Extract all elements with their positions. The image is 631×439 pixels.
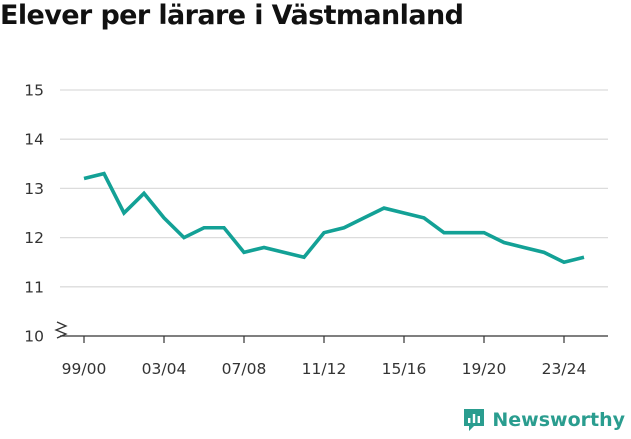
x-tick-label: 07/08 — [222, 360, 267, 378]
y-tick-label: 10 — [24, 328, 44, 346]
x-tick-label: 99/00 — [62, 360, 107, 378]
x-tick-label: 23/24 — [542, 360, 587, 378]
x-tick-label: 15/16 — [382, 360, 427, 378]
brand-name: Newsworthy — [492, 409, 625, 431]
y-tick-label: 11 — [24, 278, 44, 296]
y-tick-label: 13 — [24, 180, 44, 198]
axis-break-mark — [54, 321, 68, 339]
series-line — [83, 171, 585, 265]
x-tick-label: 11/12 — [302, 360, 347, 378]
chart-title: Elever per lärare i Västmanland — [0, 0, 464, 31]
x-tick-label: 19/20 — [462, 360, 507, 378]
brand-logo[interactable]: Newsworthy — [462, 407, 625, 433]
y-tick-label: 12 — [24, 229, 44, 247]
y-tick-label: 15 — [24, 82, 44, 100]
y-tick-label: 14 — [24, 131, 44, 149]
x-tick-label: 03/04 — [142, 360, 187, 378]
newsworthy-logo-icon — [464, 409, 485, 431]
